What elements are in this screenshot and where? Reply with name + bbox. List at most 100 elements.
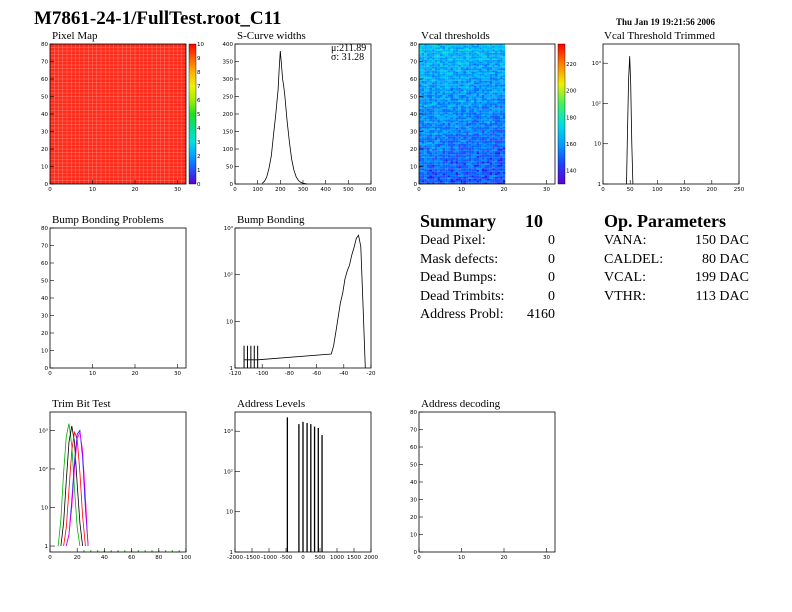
vcal-thr-cell <box>426 121 430 123</box>
vcal-thr-cell <box>447 70 451 73</box>
vcal-thr-cell <box>494 103 498 106</box>
vcal-thr-cell <box>518 91 522 94</box>
vcal-thr-cell <box>450 75 454 78</box>
trim-bit-xtick-label: 0 <box>48 555 52 561</box>
vcal-thr-cell <box>534 124 537 127</box>
vcal-thr-cell <box>534 170 537 172</box>
vcal-thr-cell <box>541 107 545 109</box>
vcal-thr-cell <box>515 65 519 67</box>
vcal-thr-cell <box>541 77 545 80</box>
vcal-thr-cell <box>471 61 474 64</box>
vcal-thr-cell <box>544 128 548 130</box>
vcal-thr-cell <box>507 94 511 97</box>
vcal-thr-cell <box>500 145 503 148</box>
bump-problems-ytick-label: 20 <box>41 331 48 337</box>
vcal-thr-cell <box>528 100 532 102</box>
vcal-thr-cell <box>437 45 440 48</box>
vcal-thr-cell <box>513 58 516 60</box>
vcal-thr-cell <box>479 142 482 144</box>
vcal-thr-cell <box>460 91 464 94</box>
vcal-thr-cell <box>466 66 469 69</box>
vcal-thr-cell <box>521 49 524 52</box>
vcal-thr-cell <box>447 170 451 172</box>
vcal-thr-cell <box>468 157 472 160</box>
vcal-thr-cell <box>539 133 542 136</box>
vcal-thr-cell <box>549 63 553 66</box>
vcal-thr-cell <box>434 65 438 67</box>
vcal-thr-cell <box>426 61 430 64</box>
vcal-thr-cell <box>421 79 425 81</box>
vcal-thr-cell <box>541 68 545 71</box>
vcal-thr-cell <box>471 117 474 120</box>
vcal-thr-cell <box>528 157 532 160</box>
vcal-thr-cell <box>437 54 440 57</box>
vcal-thr-cell <box>450 45 454 48</box>
vcal-thr-cell <box>523 157 527 160</box>
vcal-thr-cell <box>513 59 516 62</box>
vcal-thr-cell <box>466 96 469 99</box>
vcal-thr-cell <box>507 154 511 157</box>
vcal-thr-cell <box>442 166 446 169</box>
vcal-thr-cell <box>471 163 474 165</box>
vcal-thr-ytick-label: 60 <box>410 77 417 83</box>
vcal-thr-cell <box>447 72 451 74</box>
vcal-thr-cell <box>450 175 454 178</box>
vcal-thr-cell <box>549 177 553 179</box>
vcal-thr-cell <box>526 175 529 178</box>
vcal-thr-cell <box>523 140 527 143</box>
vcal-thr-cell <box>544 149 548 151</box>
vcal-thr-cell <box>437 138 440 141</box>
vcal-thr-cell <box>536 180 540 183</box>
vcal-thr-cell <box>489 156 493 158</box>
vcal-thr-cell <box>473 119 477 122</box>
vcal-thr-cell <box>450 143 454 146</box>
vcal-thr-cell <box>502 145 506 148</box>
vcal-thr-cell <box>510 96 514 99</box>
vcal-thr-cell <box>473 96 477 99</box>
vcal-thr-cell <box>484 65 488 67</box>
vcal-thr-cell <box>463 117 467 120</box>
vcal-thr-cell <box>536 101 540 104</box>
vcal-thr-cell <box>426 75 430 78</box>
vcal-thr-cell <box>494 152 498 155</box>
vcal-thr-cell <box>442 45 446 48</box>
vcal-thr-cell <box>547 63 550 66</box>
vcal-thr-cell <box>523 103 527 106</box>
vcal-thr-cell <box>445 103 448 106</box>
vcal-thr-cell <box>523 149 527 151</box>
vcal-thr-cell <box>549 93 553 95</box>
vcal-thr-cell <box>481 100 485 102</box>
vcal-thr-cell <box>513 149 516 151</box>
vcal-thr-cell <box>466 131 469 134</box>
vcal-thr-cell <box>421 170 425 172</box>
vcal-thr-cell <box>460 129 464 132</box>
vcal-thr-cell <box>492 45 495 48</box>
vcal-thr-cell <box>455 96 459 99</box>
vcal-thr-cell <box>544 133 548 136</box>
vcal-thr-cell <box>541 119 545 122</box>
vcal-thr-cell <box>468 91 472 94</box>
vcal-thr-cell <box>487 110 490 113</box>
vcal-thr-cell <box>552 164 556 167</box>
vcal-thr-cell <box>460 122 464 125</box>
vcal-thr-cell <box>494 94 498 97</box>
bump-problems-ytick-label: 40 <box>41 296 48 302</box>
vcal-thr-cell <box>549 128 553 130</box>
vcal-thr-cell <box>497 177 501 179</box>
vcal-thr-cell <box>460 65 464 67</box>
vcal-thr-cell <box>473 77 477 80</box>
vcal-thr-cell <box>445 108 448 111</box>
vcal-thr-cell <box>494 110 498 113</box>
vcal-thr-cell <box>429 115 433 118</box>
vcal-thr-cell <box>442 84 446 87</box>
vcal-thr-cell <box>437 171 440 174</box>
bump-problems-title: Bump Bonding Problems <box>52 214 164 226</box>
vcal-thr-cell <box>460 180 464 183</box>
vcal-thr-cell <box>539 86 542 88</box>
vcal-thr-cell <box>515 152 519 155</box>
vcal-thr-cell <box>419 119 422 122</box>
address-levels-xtick-label: 2000 <box>364 555 378 561</box>
vcal-thr-cell <box>426 175 430 178</box>
vcal-thr-cell <box>528 170 532 172</box>
vcal-thr-cell <box>447 133 451 136</box>
